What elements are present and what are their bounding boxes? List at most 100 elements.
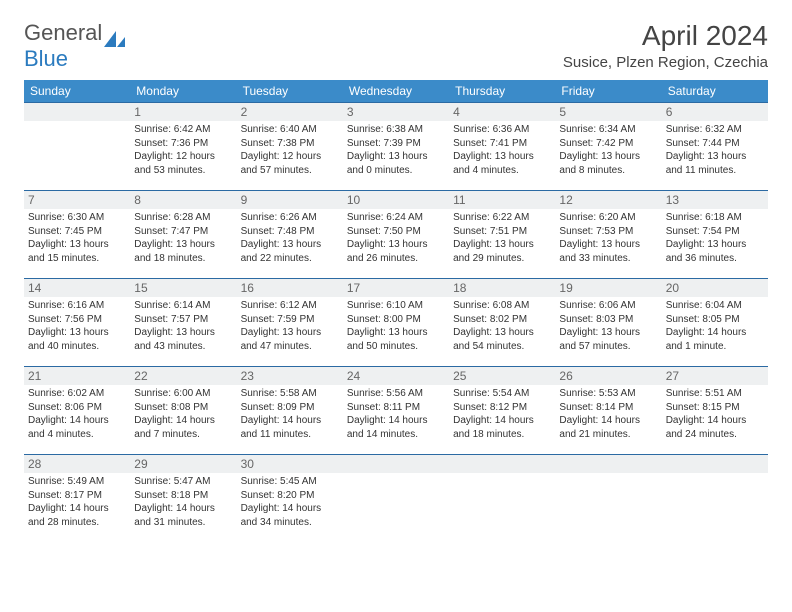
daylight-text: Daylight: 14 hours bbox=[666, 414, 764, 428]
daylight-text: and 28 minutes. bbox=[28, 516, 126, 530]
daylight-text: and 11 minutes. bbox=[241, 428, 339, 442]
daylight-text: and 26 minutes. bbox=[347, 252, 445, 266]
day-number: 28 bbox=[24, 455, 130, 473]
day-number bbox=[662, 455, 768, 473]
sunset-text: Sunset: 8:12 PM bbox=[453, 401, 551, 415]
daylight-text: Daylight: 14 hours bbox=[241, 502, 339, 516]
day-cell bbox=[343, 455, 449, 543]
sunset-text: Sunset: 7:59 PM bbox=[241, 313, 339, 327]
daylight-text: Daylight: 14 hours bbox=[559, 414, 657, 428]
sunrise-text: Sunrise: 6:30 AM bbox=[28, 211, 126, 225]
sunrise-text: Sunrise: 5:45 AM bbox=[241, 475, 339, 489]
sunset-text: Sunset: 8:11 PM bbox=[347, 401, 445, 415]
sunset-text: Sunset: 7:56 PM bbox=[28, 313, 126, 327]
sunrise-text: Sunrise: 5:51 AM bbox=[666, 387, 764, 401]
day-number bbox=[449, 455, 555, 473]
day-cell: 18Sunrise: 6:08 AMSunset: 8:02 PMDayligh… bbox=[449, 279, 555, 367]
brand-part1: General bbox=[24, 20, 102, 45]
day-cell: 6Sunrise: 6:32 AMSunset: 7:44 PMDaylight… bbox=[662, 103, 768, 191]
daylight-text: and 31 minutes. bbox=[134, 516, 232, 530]
day-cell: 28Sunrise: 5:49 AMSunset: 8:17 PMDayligh… bbox=[24, 455, 130, 543]
sunrise-text: Sunrise: 5:54 AM bbox=[453, 387, 551, 401]
daylight-text: Daylight: 14 hours bbox=[347, 414, 445, 428]
sunset-text: Sunset: 8:20 PM bbox=[241, 489, 339, 503]
daylight-text: Daylight: 13 hours bbox=[241, 238, 339, 252]
weekday-header: Friday bbox=[555, 80, 661, 103]
daylight-text: and 34 minutes. bbox=[241, 516, 339, 530]
daylight-text: Daylight: 14 hours bbox=[241, 414, 339, 428]
daylight-text: and 22 minutes. bbox=[241, 252, 339, 266]
sunset-text: Sunset: 7:53 PM bbox=[559, 225, 657, 239]
day-number: 24 bbox=[343, 367, 449, 385]
daylight-text: and 4 minutes. bbox=[28, 428, 126, 442]
sunrise-text: Sunrise: 6:14 AM bbox=[134, 299, 232, 313]
day-number bbox=[555, 455, 661, 473]
day-number: 1 bbox=[130, 103, 236, 121]
weekday-header: Wednesday bbox=[343, 80, 449, 103]
daylight-text: and 7 minutes. bbox=[134, 428, 232, 442]
title-block: April 2024 Susice, Plzen Region, Czechia bbox=[563, 20, 768, 71]
daylight-text: Daylight: 14 hours bbox=[28, 502, 126, 516]
day-cell bbox=[555, 455, 661, 543]
daylight-text: Daylight: 14 hours bbox=[134, 502, 232, 516]
sunrise-text: Sunrise: 6:16 AM bbox=[28, 299, 126, 313]
sunrise-text: Sunrise: 6:36 AM bbox=[453, 123, 551, 137]
sunrise-text: Sunrise: 6:18 AM bbox=[666, 211, 764, 225]
day-number: 8 bbox=[130, 191, 236, 209]
day-cell: 16Sunrise: 6:12 AMSunset: 7:59 PMDayligh… bbox=[237, 279, 343, 367]
day-cell: 2Sunrise: 6:40 AMSunset: 7:38 PMDaylight… bbox=[237, 103, 343, 191]
day-cell: 11Sunrise: 6:22 AMSunset: 7:51 PMDayligh… bbox=[449, 191, 555, 279]
sunrise-text: Sunrise: 6:22 AM bbox=[453, 211, 551, 225]
daylight-text: and 36 minutes. bbox=[666, 252, 764, 266]
day-cell: 9Sunrise: 6:26 AMSunset: 7:48 PMDaylight… bbox=[237, 191, 343, 279]
day-number: 5 bbox=[555, 103, 661, 121]
daylight-text: Daylight: 14 hours bbox=[28, 414, 126, 428]
weekday-header: Sunday bbox=[24, 80, 130, 103]
daylight-text: and 33 minutes. bbox=[559, 252, 657, 266]
day-number: 17 bbox=[343, 279, 449, 297]
day-number: 9 bbox=[237, 191, 343, 209]
sunrise-text: Sunrise: 6:20 AM bbox=[559, 211, 657, 225]
sunrise-text: Sunrise: 5:56 AM bbox=[347, 387, 445, 401]
daylight-text: Daylight: 13 hours bbox=[453, 238, 551, 252]
daylight-text: and 40 minutes. bbox=[28, 340, 126, 354]
daylight-text: Daylight: 13 hours bbox=[453, 150, 551, 164]
daylight-text: and 18 minutes. bbox=[453, 428, 551, 442]
day-cell: 3Sunrise: 6:38 AMSunset: 7:39 PMDaylight… bbox=[343, 103, 449, 191]
day-cell: 20Sunrise: 6:04 AMSunset: 8:05 PMDayligh… bbox=[662, 279, 768, 367]
calendar-head: Sunday Monday Tuesday Wednesday Thursday… bbox=[24, 80, 768, 103]
daylight-text: and 8 minutes. bbox=[559, 164, 657, 178]
day-cell bbox=[24, 103, 130, 191]
day-number: 20 bbox=[662, 279, 768, 297]
page-header: General Blue April 2024 Susice, Plzen Re… bbox=[24, 20, 768, 72]
daylight-text: Daylight: 13 hours bbox=[453, 326, 551, 340]
sail-icon bbox=[104, 31, 126, 49]
day-number: 27 bbox=[662, 367, 768, 385]
daylight-text: and 47 minutes. bbox=[241, 340, 339, 354]
weekday-header: Saturday bbox=[662, 80, 768, 103]
sunrise-text: Sunrise: 5:49 AM bbox=[28, 475, 126, 489]
weekday-header: Thursday bbox=[449, 80, 555, 103]
daylight-text: and 24 minutes. bbox=[666, 428, 764, 442]
daylight-text: Daylight: 12 hours bbox=[134, 150, 232, 164]
sunset-text: Sunset: 7:51 PM bbox=[453, 225, 551, 239]
day-number: 10 bbox=[343, 191, 449, 209]
day-number: 14 bbox=[24, 279, 130, 297]
sunrise-text: Sunrise: 6:26 AM bbox=[241, 211, 339, 225]
day-number: 15 bbox=[130, 279, 236, 297]
calendar-body: 1Sunrise: 6:42 AMSunset: 7:36 PMDaylight… bbox=[24, 103, 768, 543]
sunset-text: Sunset: 7:54 PM bbox=[666, 225, 764, 239]
daylight-text: and 29 minutes. bbox=[453, 252, 551, 266]
weekday-row: Sunday Monday Tuesday Wednesday Thursday… bbox=[24, 80, 768, 103]
day-number: 18 bbox=[449, 279, 555, 297]
daylight-text: and 43 minutes. bbox=[134, 340, 232, 354]
sunset-text: Sunset: 7:44 PM bbox=[666, 137, 764, 151]
daylight-text: and 50 minutes. bbox=[347, 340, 445, 354]
day-number: 7 bbox=[24, 191, 130, 209]
daylight-text: Daylight: 13 hours bbox=[666, 150, 764, 164]
day-cell: 29Sunrise: 5:47 AMSunset: 8:18 PMDayligh… bbox=[130, 455, 236, 543]
sunset-text: Sunset: 7:45 PM bbox=[28, 225, 126, 239]
sunset-text: Sunset: 8:18 PM bbox=[134, 489, 232, 503]
day-number: 25 bbox=[449, 367, 555, 385]
day-cell: 10Sunrise: 6:24 AMSunset: 7:50 PMDayligh… bbox=[343, 191, 449, 279]
